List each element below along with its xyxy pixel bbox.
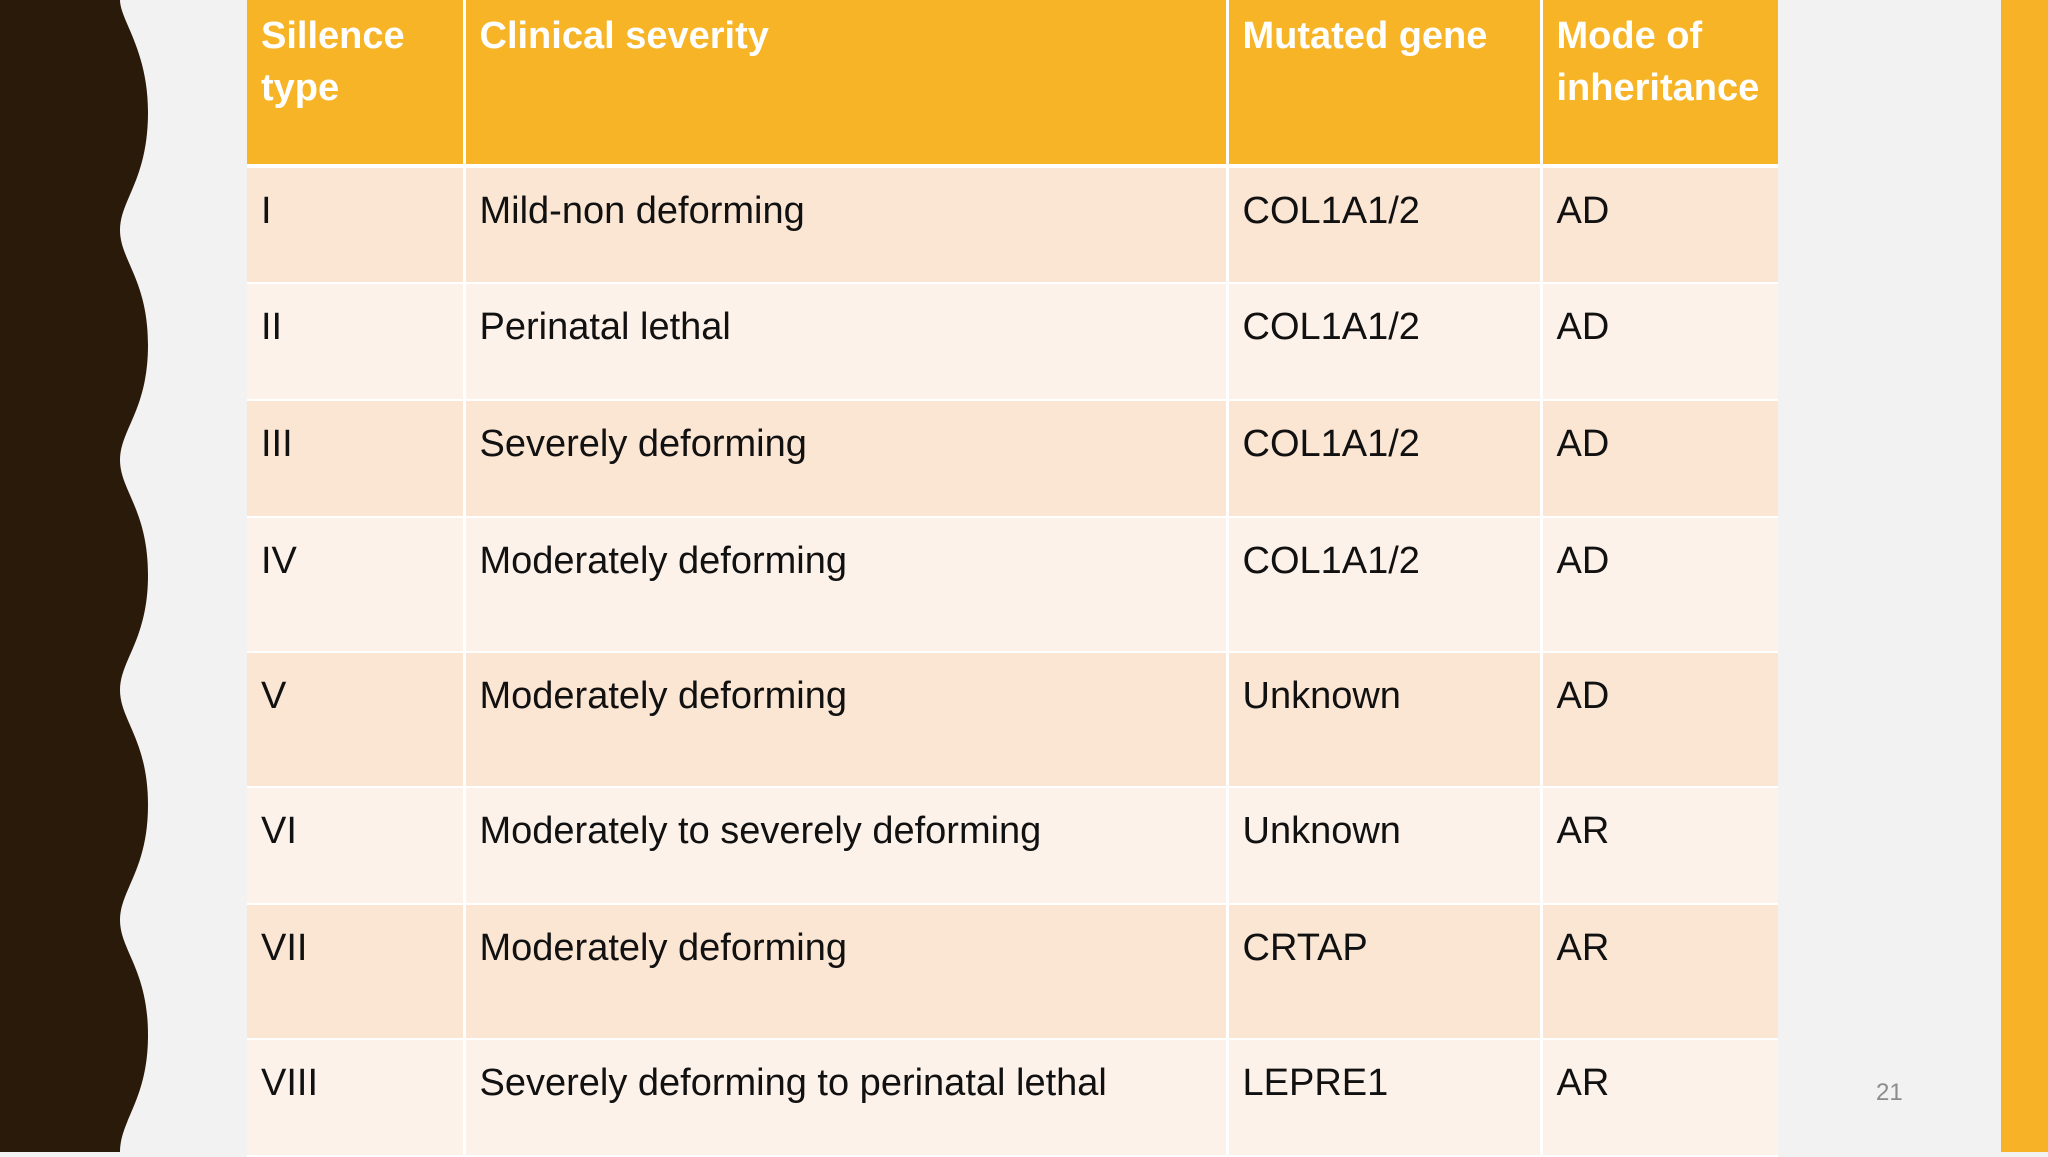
header-clinical-severity: Clinical severity: [464, 0, 1229, 166]
cell-severity: Moderately deforming: [464, 517, 1229, 652]
cell-inheritance: AD: [1556, 540, 1610, 582]
cell-gene: LEPRE1: [1227, 1039, 1543, 1156]
table-row: III Severely deforming COL1A1/2 AD: [247, 400, 1778, 517]
table-container: Sillence type Clinical severity Mutated …: [247, 0, 1778, 1157]
cell-gene: COL1A1/2: [1227, 400, 1543, 517]
cell-type: VI: [247, 787, 466, 904]
cell-severity: Moderately deforming: [464, 652, 1229, 787]
cell-severity: Perinatal lethal: [464, 283, 1229, 400]
cell-type: IV: [247, 517, 466, 652]
table-row: II Perinatal lethal COL1A1/2 AD: [247, 283, 1778, 400]
header-sillence-type: Sillence type: [247, 0, 466, 166]
page-number: 21: [1876, 1079, 1903, 1106]
cell-type: II: [247, 283, 466, 400]
table-row: I Mild-non deforming COL1A1/2 AD: [247, 166, 1778, 283]
cell-inheritance: AR: [1556, 810, 1610, 852]
table-row: V Moderately deforming Unknown AD: [247, 652, 1778, 787]
cell-severity: Mild-non deforming: [464, 166, 1229, 283]
sillence-classification-table: Sillence type Clinical severity Mutated …: [247, 0, 1778, 1157]
cell-inheritance: AD: [1556, 675, 1610, 717]
header-mutated-gene: Mutated gene: [1227, 0, 1543, 166]
cell-type: V: [247, 652, 466, 787]
table-header-row: Sillence type Clinical severity Mutated …: [247, 0, 1778, 166]
table-row: VII Moderately deforming CRTAP AR: [247, 904, 1778, 1039]
cell-gene: COL1A1/2: [1227, 283, 1543, 400]
cell-gene: CRTAP: [1227, 904, 1543, 1039]
table-row: IV Moderately deforming COL1A1/2 AD: [247, 517, 1778, 652]
cell-gene: Unknown: [1227, 787, 1543, 904]
cell-gene: Unknown: [1227, 652, 1543, 787]
cell-type: I: [247, 166, 466, 283]
table-row: VI Moderately to severely deforming Unkn…: [247, 787, 1778, 904]
cell-severity: Severely deforming to perinatal lethal: [464, 1039, 1229, 1156]
cell-inheritance: AD: [1556, 190, 1610, 232]
cell-inheritance: AR: [1556, 1062, 1610, 1104]
cell-inheritance: AD: [1556, 423, 1610, 465]
cell-inheritance: AR: [1556, 927, 1610, 969]
cell-type: III: [247, 400, 466, 517]
cell-inheritance: AD: [1556, 306, 1610, 348]
wavy-edge-decoration: [0, 0, 148, 1152]
cell-severity: Moderately to severely deforming: [464, 787, 1229, 904]
table-row: VIII Severely deforming to perinatal let…: [247, 1039, 1778, 1156]
header-mode-of-inheritance: Mode of inheritance: [1556, 15, 1760, 109]
accent-bar: [2001, 0, 2048, 1152]
cell-severity: Severely deforming: [464, 400, 1229, 517]
cell-severity: Moderately deforming: [464, 904, 1229, 1039]
cell-gene: COL1A1/2: [1227, 166, 1543, 283]
cell-type: VIII: [247, 1039, 466, 1156]
cell-type: VII: [247, 904, 466, 1039]
cell-gene: COL1A1/2: [1227, 517, 1543, 652]
